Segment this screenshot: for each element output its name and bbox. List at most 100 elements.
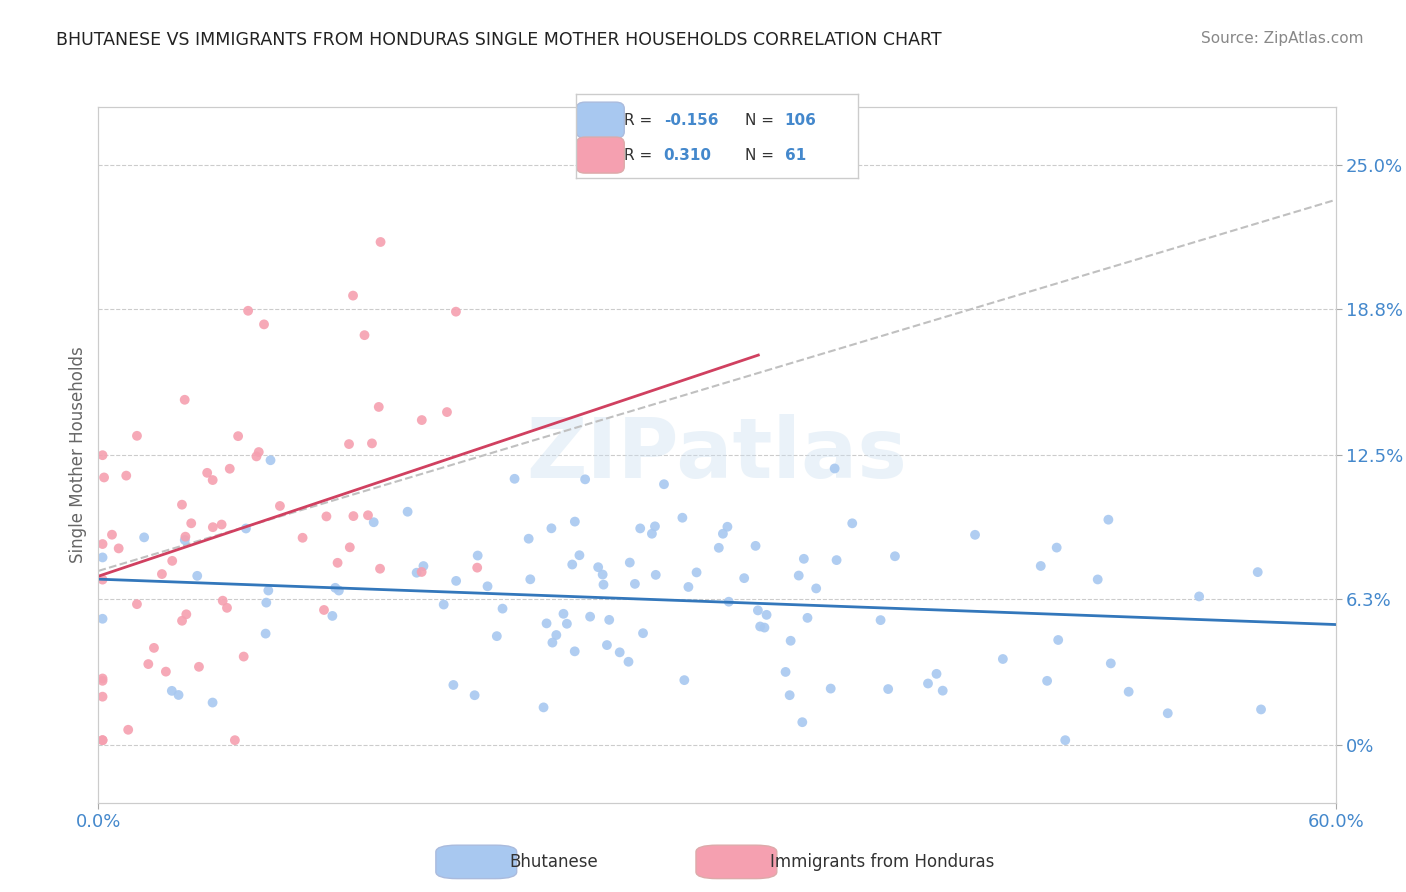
Point bbox=[134, 530, 156, 544]
Point bbox=[579, 609, 602, 624]
Point bbox=[796, 611, 818, 625]
Point bbox=[869, 613, 891, 627]
Point bbox=[1087, 573, 1109, 587]
Point bbox=[396, 505, 419, 519]
Point bbox=[1250, 702, 1272, 716]
Point bbox=[464, 688, 486, 702]
Point bbox=[257, 583, 280, 598]
Point bbox=[841, 516, 863, 531]
Point bbox=[201, 696, 224, 710]
Point bbox=[107, 541, 129, 556]
Point bbox=[125, 429, 148, 443]
Point bbox=[467, 549, 489, 563]
Point bbox=[716, 520, 738, 534]
Point bbox=[444, 304, 467, 318]
Text: ZIPatlas: ZIPatlas bbox=[527, 415, 907, 495]
Point bbox=[328, 583, 350, 598]
Point bbox=[754, 621, 776, 635]
Point bbox=[491, 601, 513, 615]
Point bbox=[235, 521, 257, 535]
Text: R =: R = bbox=[624, 147, 658, 162]
Point bbox=[1054, 733, 1077, 747]
Point bbox=[353, 328, 375, 343]
Point bbox=[678, 580, 700, 594]
Point bbox=[553, 607, 575, 621]
Point bbox=[91, 537, 114, 551]
Point bbox=[259, 453, 281, 467]
Point bbox=[245, 450, 267, 464]
Point bbox=[436, 405, 458, 419]
Point bbox=[1047, 632, 1070, 647]
Point bbox=[931, 683, 953, 698]
Point bbox=[173, 392, 195, 407]
Point bbox=[337, 437, 360, 451]
Point bbox=[793, 551, 815, 566]
Point bbox=[671, 510, 693, 524]
Point bbox=[218, 461, 240, 475]
Point bbox=[775, 665, 797, 679]
Point bbox=[540, 521, 562, 535]
Text: 61: 61 bbox=[785, 147, 806, 162]
Point bbox=[411, 413, 433, 427]
Point bbox=[326, 556, 349, 570]
Point bbox=[711, 526, 734, 541]
Point bbox=[533, 700, 555, 714]
Point bbox=[117, 723, 139, 737]
Point bbox=[211, 517, 233, 532]
Point bbox=[93, 470, 115, 484]
Point bbox=[877, 681, 900, 696]
Point bbox=[269, 499, 291, 513]
Point bbox=[188, 660, 211, 674]
Point bbox=[717, 595, 740, 609]
Point bbox=[170, 614, 193, 628]
Point bbox=[1036, 673, 1059, 688]
Point bbox=[598, 613, 620, 627]
Point bbox=[779, 688, 801, 702]
Point bbox=[1247, 565, 1270, 579]
Text: 106: 106 bbox=[785, 112, 817, 128]
Point bbox=[652, 477, 675, 491]
Text: Bhutanese: Bhutanese bbox=[509, 853, 599, 871]
Point bbox=[170, 498, 193, 512]
Point bbox=[568, 548, 591, 562]
FancyBboxPatch shape bbox=[436, 846, 517, 879]
Text: Immigrants from Honduras: Immigrants from Honduras bbox=[770, 853, 994, 871]
Point bbox=[160, 684, 183, 698]
Point bbox=[143, 640, 166, 655]
Point bbox=[226, 429, 249, 443]
Point bbox=[1118, 684, 1140, 698]
Point bbox=[201, 520, 224, 534]
Point bbox=[564, 515, 586, 529]
Point bbox=[91, 733, 114, 747]
Point bbox=[211, 593, 233, 607]
Point bbox=[644, 519, 666, 533]
Point bbox=[673, 673, 696, 687]
Point bbox=[321, 608, 343, 623]
Point bbox=[370, 235, 392, 249]
Text: -0.156: -0.156 bbox=[664, 112, 718, 128]
Point bbox=[592, 577, 614, 591]
Point bbox=[167, 688, 190, 702]
Point bbox=[963, 528, 986, 542]
Point bbox=[91, 573, 114, 587]
FancyBboxPatch shape bbox=[576, 103, 624, 138]
FancyBboxPatch shape bbox=[696, 846, 778, 879]
Point bbox=[991, 652, 1014, 666]
Point bbox=[254, 596, 277, 610]
Point bbox=[1188, 590, 1211, 604]
Y-axis label: Single Mother Households: Single Mother Households bbox=[69, 347, 87, 563]
Point bbox=[546, 628, 568, 642]
Point bbox=[592, 567, 614, 582]
Text: R =: R = bbox=[624, 112, 658, 128]
Point bbox=[561, 558, 583, 572]
Point bbox=[804, 582, 827, 596]
Point bbox=[1029, 558, 1052, 573]
Point bbox=[596, 638, 619, 652]
Point bbox=[1099, 657, 1122, 671]
Point bbox=[361, 436, 384, 450]
Point bbox=[232, 649, 254, 664]
Point bbox=[412, 559, 434, 574]
Point bbox=[312, 603, 335, 617]
Point bbox=[215, 600, 238, 615]
Text: 0.310: 0.310 bbox=[664, 147, 711, 162]
